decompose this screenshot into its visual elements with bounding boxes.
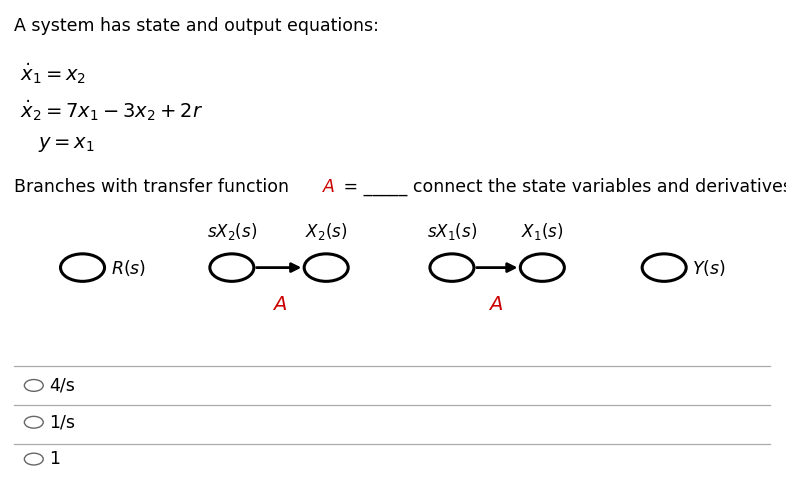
Text: 1/s: 1/s — [50, 413, 75, 431]
Text: $X_2(s)$: $X_2(s)$ — [305, 220, 347, 242]
Text: $sX_1(s)$: $sX_1(s)$ — [427, 220, 477, 242]
Text: Branches with transfer function: Branches with transfer function — [14, 178, 295, 196]
Text: $sX_2(s)$: $sX_2(s)$ — [207, 220, 257, 242]
Text: $\dot{x}_2 = 7x_1 - 3x_2 + 2r$: $\dot{x}_2 = 7x_1 - 3x_2 + 2r$ — [20, 98, 203, 123]
Text: $A$: $A$ — [322, 178, 336, 196]
Text: $Y(s)$: $Y(s)$ — [692, 258, 726, 277]
Text: $X_1(s)$: $X_1(s)$ — [521, 220, 564, 242]
Text: $R(s)$: $R(s)$ — [111, 258, 146, 277]
Text: $A$: $A$ — [487, 295, 503, 314]
Text: A system has state and output equations:: A system has state and output equations: — [14, 17, 379, 35]
Text: $A$: $A$ — [271, 295, 287, 314]
Text: 1: 1 — [50, 450, 61, 468]
Text: = _____ connect the state variables and derivatives.: = _____ connect the state variables and … — [338, 178, 786, 196]
Text: 4/s: 4/s — [50, 377, 75, 394]
Text: $y = x_1$: $y = x_1$ — [38, 135, 94, 154]
Text: $\dot{x}_1 = x_2$: $\dot{x}_1 = x_2$ — [20, 61, 86, 86]
